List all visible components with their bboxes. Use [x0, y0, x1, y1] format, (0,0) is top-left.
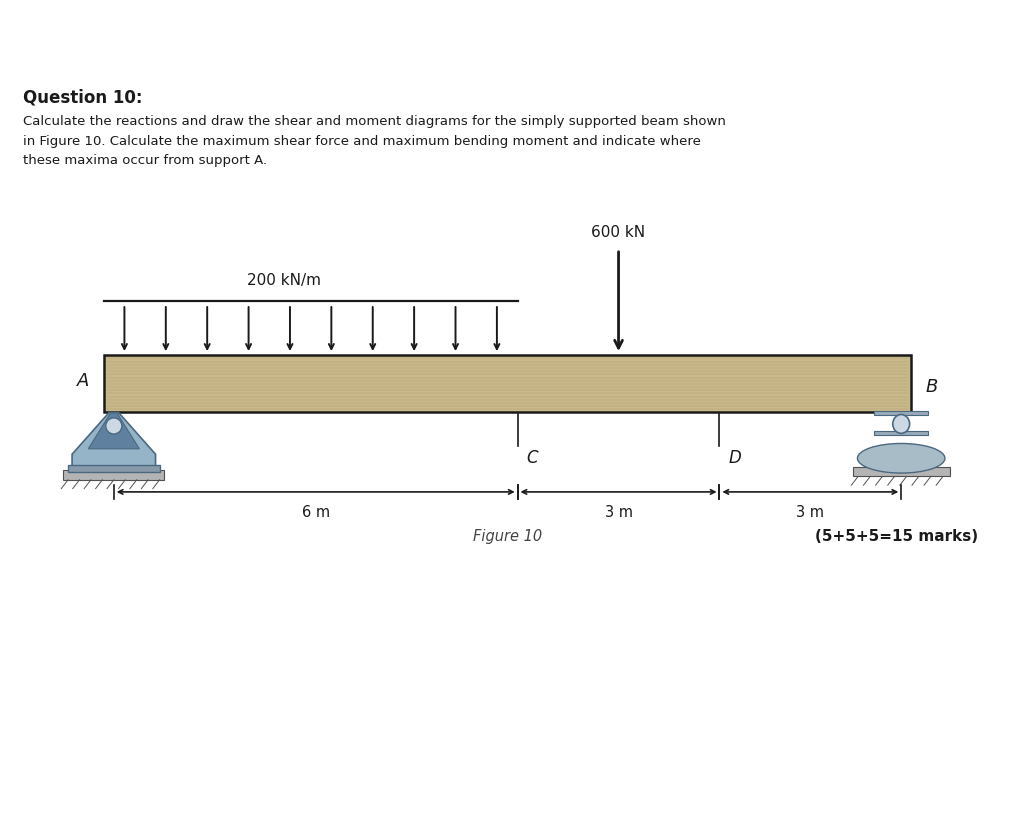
Bar	[104, 356, 911, 412]
Text: B: B	[926, 379, 938, 396]
Text: 3 m: 3 m	[797, 506, 824, 521]
Bar	[874, 411, 928, 415]
Bar	[874, 431, 928, 436]
Bar	[63, 470, 164, 480]
Text: 200 kN/m: 200 kN/m	[247, 273, 321, 288]
Bar	[853, 467, 950, 476]
Text: 3 m: 3 m	[605, 506, 632, 521]
Text: D: D	[728, 449, 741, 467]
Ellipse shape	[858, 444, 945, 473]
Text: 600 kN: 600 kN	[592, 224, 646, 239]
Circle shape	[106, 418, 122, 434]
Text: 6 m: 6 m	[301, 506, 330, 521]
Text: (5+5+5=15 marks): (5+5+5=15 marks)	[815, 529, 978, 544]
Polygon shape	[88, 413, 139, 449]
Ellipse shape	[893, 414, 909, 433]
Text: Figure 10: Figure 10	[473, 529, 542, 544]
Text: Question 10:: Question 10:	[23, 88, 142, 106]
Text: A: A	[77, 371, 89, 389]
Text: Calculate the reactions and draw the shear and moment diagrams for the simply su: Calculate the reactions and draw the she…	[23, 115, 726, 167]
Bar	[68, 465, 159, 472]
Text: C: C	[527, 449, 538, 467]
Polygon shape	[72, 412, 155, 466]
